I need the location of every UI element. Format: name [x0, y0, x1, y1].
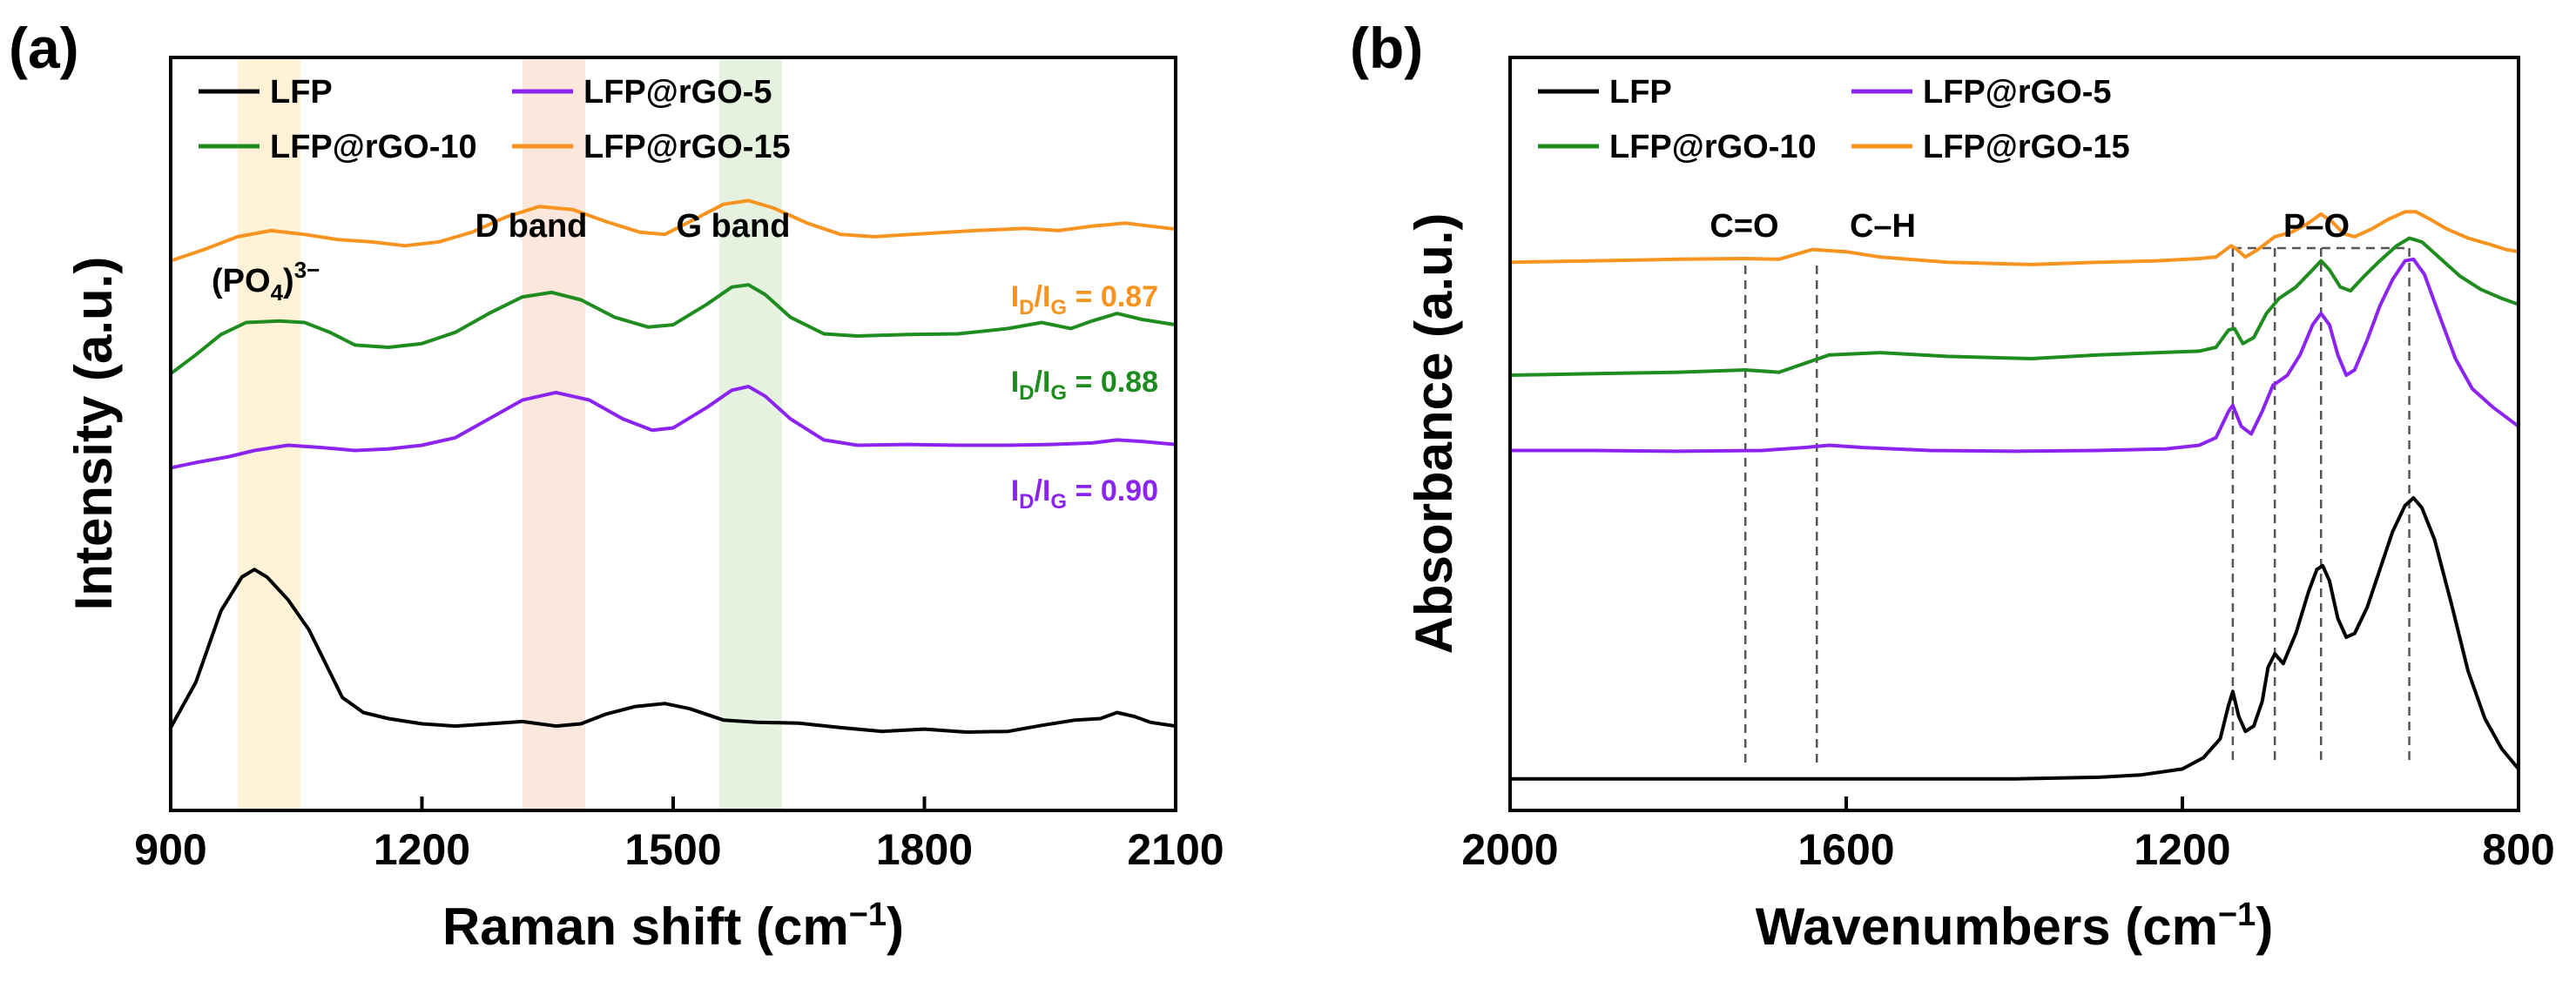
a-legend-label-lfp: LFP [270, 74, 333, 111]
b-y-axis-title: Absorbance (a.u.) [1405, 213, 1463, 655]
a-x-axis-title-close: ) [887, 897, 904, 956]
a-band-po4-close: ) [283, 263, 294, 299]
a-series-lines [169, 198, 1177, 734]
b-x-axis-title-main: Wavenumbers (cm [1756, 897, 2218, 956]
a-legend-label-lfp-rgo-10: LFP@rGO-10 [270, 129, 477, 165]
b-legend-label-lfp: LFP [1609, 74, 1672, 111]
a-x-tick-label-1200: 1200 [374, 825, 470, 874]
a-ratio-label-rgo10: ID/IG = 0.88 [1011, 366, 1158, 405]
a-band-po4-main: (PO [212, 263, 271, 299]
a-highlight-bands [237, 57, 783, 810]
a-series-lfp [169, 568, 1177, 734]
a-ratio-sub-g: G [1050, 296, 1067, 319]
b-x-tick-label-1200: 1200 [2134, 825, 2230, 874]
b-guide-label-po: P–O [2283, 208, 2350, 245]
a-x-axis-title: Raman shift (cm−1) [442, 897, 904, 956]
a-legend-label-lfp-rgo-15: LFP@rGO-15 [583, 129, 791, 165]
b-x-axis-title: Wavenumbers (cm−1) [1756, 897, 2274, 956]
a-ratio-value: = 0.90 [1067, 474, 1158, 507]
a-legend: LFP LFP@rGO-5 LFP@rGO-10 LFP@rGO-15 [199, 74, 791, 165]
a-x-tick-labels: 900 1200 1500 1800 2100 [134, 825, 1224, 874]
a-ratio-sub-g: G [1050, 490, 1067, 514]
b-x-axis-title-close: ) [2256, 897, 2273, 956]
a-legend-label-lfp-rgo-5: LFP@rGO-5 [583, 74, 772, 111]
a-x-tick-label-1500: 1500 [624, 825, 721, 874]
a-ratio-value: = 0.88 [1067, 366, 1158, 399]
a-ratio-mid: /I [1035, 280, 1051, 313]
b-x-tick-label-1600: 1600 [1797, 825, 1894, 874]
b-legend-label-lfp-rgo-5: LFP@rGO-5 [1923, 74, 2112, 111]
a-panel-label: (a) [9, 16, 79, 80]
a-band-g-band [718, 57, 783, 810]
a-ratio-i: I [1011, 366, 1019, 399]
a-band-po4-3 [237, 57, 301, 810]
a-x-axis-title-main: Raman shift (cm [442, 897, 849, 956]
a-band-label-d: D band [475, 208, 588, 245]
a-series-lfp-rgo-15 [170, 198, 1177, 263]
a-ratio-sub-d: D [1019, 490, 1034, 514]
a-band-po4-sup: 3− [294, 257, 320, 283]
b-series-lfp [1510, 496, 2520, 781]
a-band-d-band [522, 57, 586, 810]
b-x-tick-label-800: 800 [2482, 825, 2554, 874]
a-ratio-mid: /I [1035, 474, 1051, 507]
a-ratio-mid: /I [1035, 366, 1051, 399]
a-ratio-i: I [1011, 474, 1019, 507]
panel-a: 900 1200 1500 1800 2100 LFP LFP@rGO-5 LFP@rGO-… [9, 16, 1224, 956]
b-x-tick-label-2000: 2000 [1461, 825, 1558, 874]
a-series-lfp-rgo-10 [169, 283, 1177, 375]
a-ratio-value: = 0.87 [1067, 280, 1158, 313]
a-x-tick-label-1800: 1800 [876, 825, 973, 874]
b-series-lfp-rgo-10 [1509, 236, 2519, 377]
b-x-ticks [1508, 796, 2520, 810]
b-legend-label-lfp-rgo-15: LFP@rGO-15 [1923, 129, 2130, 165]
b-x-tick-labels: 2000 1600 1200 800 [1461, 825, 2554, 874]
b-guide-label-ch: C–H [1850, 208, 1916, 245]
a-ratio-label-rgo15: ID/IG = 0.87 [1011, 280, 1158, 319]
b-x-axis-title-sup: −1 [2218, 897, 2256, 933]
a-ratio-sub-d: D [1019, 296, 1034, 319]
a-x-tick-label-2100: 2100 [1127, 825, 1224, 874]
b-legend-label-lfp-rgo-10: LFP@rGO-10 [1609, 129, 1817, 165]
a-x-axis-title-sup: −1 [849, 897, 887, 933]
b-guide-label-co: C=O [1709, 208, 1778, 245]
b-panel-label: (b) [1350, 16, 1423, 80]
a-x-tick-label-900: 900 [134, 825, 206, 874]
a-band-label-po4: (PO4)3− [212, 257, 320, 306]
b-series-lines [1509, 210, 2520, 781]
a-band-po4-sub: 4 [271, 279, 284, 306]
b-series-lfp-rgo-5 [1510, 257, 2520, 454]
a-ratio-sub-d: D [1019, 381, 1034, 405]
b-guide-lines [1743, 246, 2411, 766]
a-ratio-label-rgo5: ID/IG = 0.90 [1011, 474, 1158, 514]
a-ratio-sub-g: G [1050, 381, 1067, 405]
a-ratio-i: I [1011, 280, 1019, 313]
a-series-lfp-rgo-5 [170, 385, 1177, 470]
b-legend: LFP LFP@rGO-5 LFP@rGO-10 LFP@rGO-15 [1538, 74, 2130, 165]
b-series-lfp-rgo-15 [1509, 210, 2519, 266]
a-y-axis-title: Intensity (a.u.) [64, 257, 123, 611]
a-plot-frame [169, 56, 1177, 812]
b-plot-frame [1508, 56, 2520, 812]
a-x-ticks [169, 796, 1177, 810]
a-band-label-g: G band [677, 208, 791, 245]
